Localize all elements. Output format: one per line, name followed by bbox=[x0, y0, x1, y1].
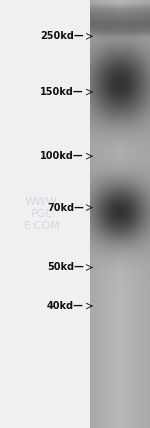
Text: 150kd—: 150kd— bbox=[40, 87, 84, 97]
Text: 100kd—: 100kd— bbox=[40, 151, 84, 161]
Text: 70kd—: 70kd— bbox=[47, 202, 84, 213]
Text: WWW.
PGL
E.COM: WWW. PGL E.COM bbox=[24, 197, 60, 231]
Text: 50kd—: 50kd— bbox=[47, 262, 84, 273]
Text: 250kd—: 250kd— bbox=[40, 31, 84, 42]
Text: 40kd—: 40kd— bbox=[47, 301, 84, 311]
